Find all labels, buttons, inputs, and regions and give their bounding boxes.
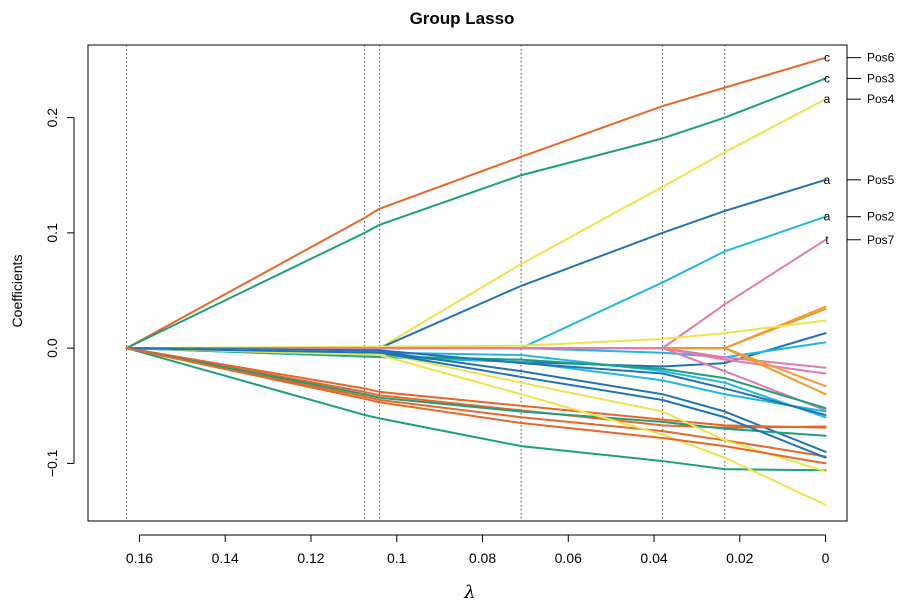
series-line xyxy=(125,347,827,429)
series-line xyxy=(125,238,827,350)
right-label: Pos2 xyxy=(867,210,895,224)
series-line xyxy=(125,347,827,506)
right-label: Pos5 xyxy=(867,173,895,187)
breakpoint-lines xyxy=(126,45,726,521)
series-line xyxy=(125,77,827,350)
x-tick-label: 0.14 xyxy=(212,550,239,566)
y-axis-label: Coefficients xyxy=(9,255,25,328)
end-label: t xyxy=(825,233,829,247)
series-line xyxy=(125,347,827,416)
series-line xyxy=(125,347,827,412)
y-tick-label: −0.1 xyxy=(44,449,60,477)
series-line xyxy=(125,347,827,437)
end-label: c xyxy=(824,51,830,65)
x-tick-label: 0.16 xyxy=(126,550,153,566)
series-line xyxy=(125,56,827,350)
series-line xyxy=(125,319,827,350)
end-label: a xyxy=(824,210,831,224)
y-tick-label: 0.2 xyxy=(44,108,60,128)
end-label: c xyxy=(824,71,830,85)
right-label: Pos6 xyxy=(867,51,895,65)
y-tick-label: 0.1 xyxy=(44,223,60,243)
series-line xyxy=(125,307,827,350)
right-label: Pos3 xyxy=(867,71,895,85)
x-tick-label: 0.04 xyxy=(640,550,667,566)
plot-area-frame xyxy=(87,44,848,522)
series-line xyxy=(125,347,827,429)
right-axis-labels: Pos6 Pos3 Pos4 Pos5 Pos2 Pos7 xyxy=(847,51,895,247)
series-line xyxy=(125,305,827,350)
x-tick-label: 0 xyxy=(822,550,830,566)
right-label: Pos4 xyxy=(867,92,895,106)
x-axis: 0.16 0.14 0.12 0.1 0.08 0.06 0.04 0.02 0 xyxy=(126,534,830,566)
coefficient-paths xyxy=(125,56,827,506)
series-line xyxy=(125,347,827,465)
x-tick-label: 0.1 xyxy=(387,550,407,566)
x-tick-label: 0.02 xyxy=(726,550,753,566)
end-label: a xyxy=(824,173,831,187)
series-line xyxy=(125,347,827,459)
x-tick-label: 0.12 xyxy=(297,550,324,566)
series-line xyxy=(125,178,827,350)
chart-title: Group Lasso xyxy=(410,9,515,28)
x-tick-label: 0.08 xyxy=(469,550,496,566)
end-label: a xyxy=(824,92,831,106)
right-label: Pos7 xyxy=(867,233,895,247)
x-axis-label: λ xyxy=(463,582,475,603)
y-tick-label: 0.0 xyxy=(44,338,60,358)
series-line xyxy=(125,215,827,350)
series-line xyxy=(125,98,827,350)
series-line xyxy=(125,347,827,472)
x-tick-label: 0.06 xyxy=(555,550,582,566)
y-axis: −0.1 0.0 0.1 0.2 xyxy=(44,108,75,477)
